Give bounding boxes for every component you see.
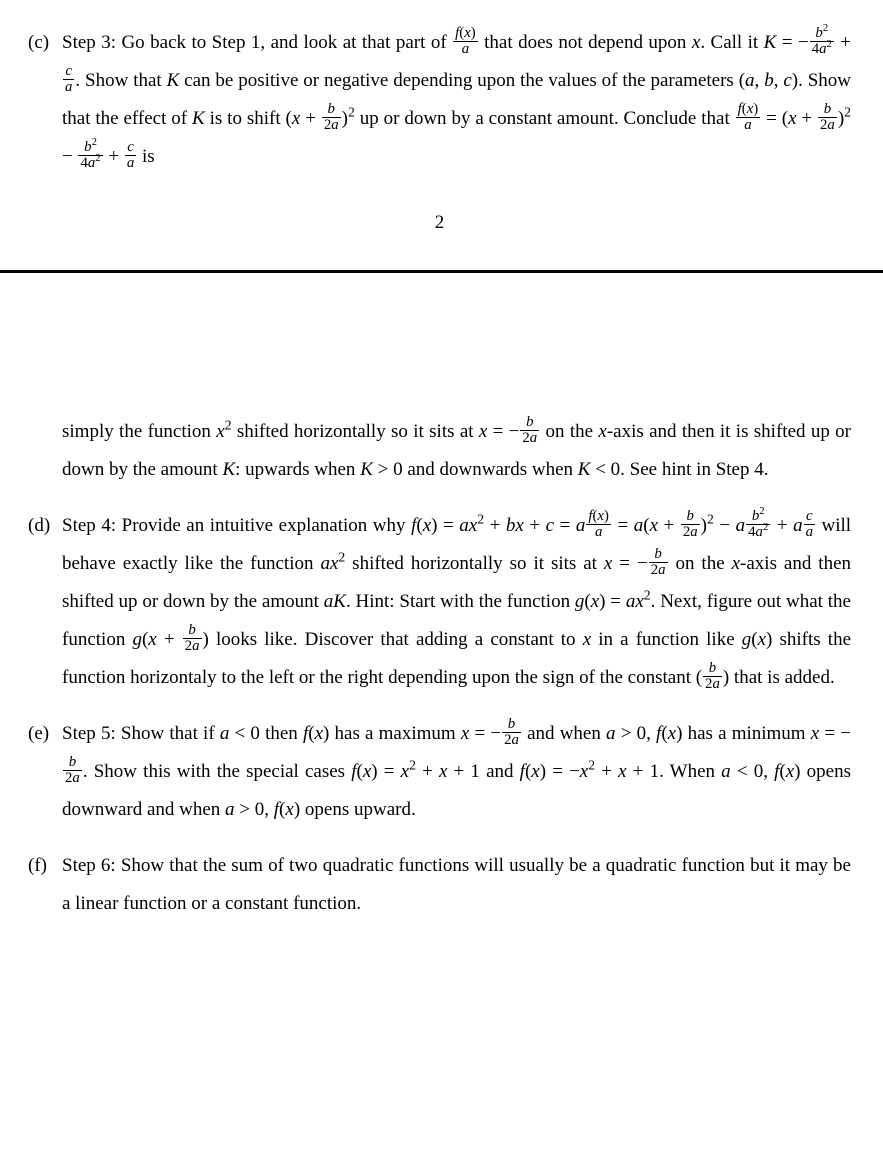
item-label-e: (e) xyxy=(28,715,62,829)
list-item-d: (d) Step 4: Provide an intuitive explana… xyxy=(28,507,851,697)
page-number: 2 xyxy=(28,204,851,242)
item-body-f: Step 6: Show that the sum of two quadrat… xyxy=(62,847,851,923)
item-body-c-cont: simply the function x2 shifted horizonta… xyxy=(62,413,851,489)
item-label-f: (f) xyxy=(28,847,62,923)
item-body-e: Step 5: Show that if a < 0 then f(x) has… xyxy=(62,715,851,829)
list-item-c-cont: simply the function x2 shifted horizonta… xyxy=(28,413,851,489)
item-label-d: (d) xyxy=(28,507,62,697)
list-item-c: (c) Step 3: Go back to Step 1, and look … xyxy=(28,24,851,176)
list-item-f: (f) Step 6: Show that the sum of two qua… xyxy=(28,847,851,923)
item-body-c-top: Step 3: Go back to Step 1, and look at t… xyxy=(62,24,851,176)
page-gap xyxy=(28,273,851,413)
item-label-c: (c) xyxy=(28,24,62,176)
item-body-d: Step 4: Provide an intuitive explanation… xyxy=(62,507,851,697)
list-item-e: (e) Step 5: Show that if a < 0 then f(x)… xyxy=(28,715,851,829)
